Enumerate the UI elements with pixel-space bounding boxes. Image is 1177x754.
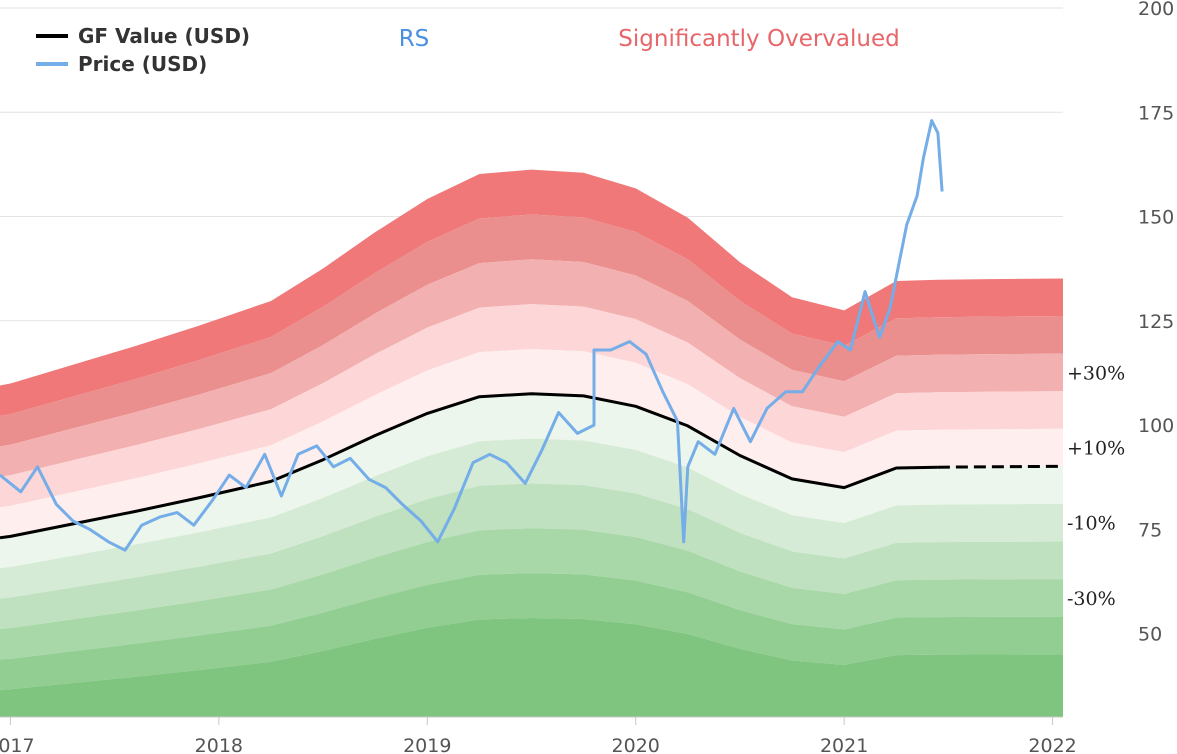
y-axis: 50 75 100 125 150 175 200 [1138, 0, 1174, 646]
y-tick-label-50: 50 [1138, 624, 1162, 646]
valuation-band-5 [0, 393, 1063, 569]
gf-value-line [0, 392, 938, 540]
legend-label-price: Price (USD) [78, 52, 207, 76]
valuation-band-2 [0, 528, 1063, 660]
legend[interactable]: GF Value (USD) Price (USD) [36, 24, 250, 76]
legend-label-gf-value: GF Value (USD) [78, 24, 250, 48]
band-label-2: -10% [1067, 513, 1116, 535]
price-line [0, 119, 944, 552]
gf-value-line-group [0, 392, 1064, 540]
y-tick-label-100: 100 [1138, 415, 1174, 437]
valuation-band-3 [0, 483, 1063, 630]
y-tick-label-75: 75 [1138, 519, 1162, 541]
x-tick-label-2018: 2018 [195, 735, 243, 754]
x-axis: 2017 2018 2019 2020 2021 2022 [0, 716, 1077, 754]
band-label-0: +30% [1067, 362, 1125, 384]
y-tick-label-200: 200 [1138, 0, 1174, 20]
x-tick-label-2017: 2017 [0, 735, 35, 754]
valuation-band-0 [0, 617, 1063, 717]
x-tick-label-2020: 2020 [612, 735, 660, 754]
valuation-band-8 [0, 259, 1063, 477]
band-label-1: +10% [1067, 438, 1125, 460]
x-tick-label-2019: 2019 [403, 735, 451, 754]
band-labels: +30% +10% -10% -30% [1067, 362, 1125, 609]
valuation-verdict: Significantly Overvalued [618, 26, 899, 52]
gf-value-projection-line [937, 464, 1064, 469]
valuation-bands [0, 169, 1063, 717]
valuation-band-6 [0, 348, 1063, 538]
valuation-band-7 [0, 304, 1063, 508]
band-label-3: -30% [1067, 588, 1116, 610]
y-tick-label-150: 150 [1138, 207, 1174, 229]
valuation-band-1 [0, 573, 1063, 690]
y-tick-label-125: 125 [1138, 311, 1174, 333]
x-tick-label-2021: 2021 [820, 735, 868, 754]
ticker-symbol: RS [399, 26, 430, 52]
y-tick-label-175: 175 [1138, 102, 1174, 124]
price-line-group [0, 119, 944, 552]
x-tick-label-2022: 2022 [1028, 735, 1076, 754]
